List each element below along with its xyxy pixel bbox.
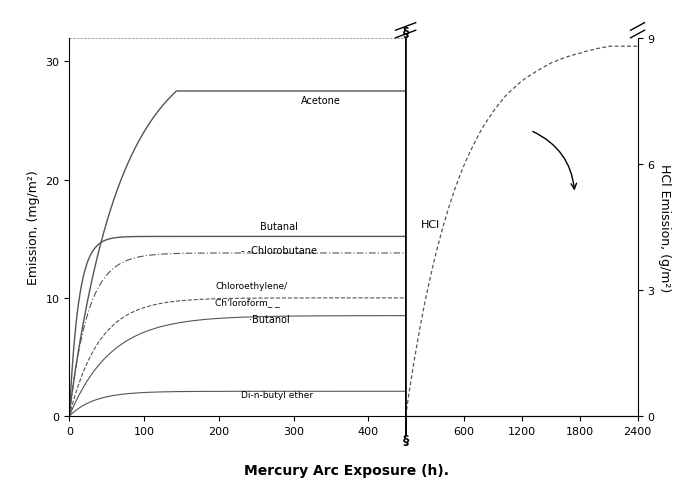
Text: Mercury Arc Exposure (h).: Mercury Arc Exposure (h). [244,463,449,477]
Text: §: § [403,26,409,39]
Text: §: § [403,433,409,446]
Y-axis label: HCl Emission, (g/m²): HCl Emission, (g/m²) [658,164,671,291]
Text: - -Chlorobutane: - -Chlorobutane [241,245,317,256]
Y-axis label: Emission, (mg/m²): Emission, (mg/m²) [27,170,40,285]
Text: Di-n-butyl ether: Di-n-butyl ether [241,391,313,399]
Text: Ch'loroform_ _: Ch'loroform_ _ [215,297,280,306]
Text: HCl: HCl [421,220,440,229]
Text: Butanal: Butanal [260,222,298,232]
Text: Acetone: Acetone [301,96,341,106]
Text: ·Butanol: ·Butanol [249,314,290,324]
Text: Chloroethylene/: Chloroethylene/ [215,282,287,291]
